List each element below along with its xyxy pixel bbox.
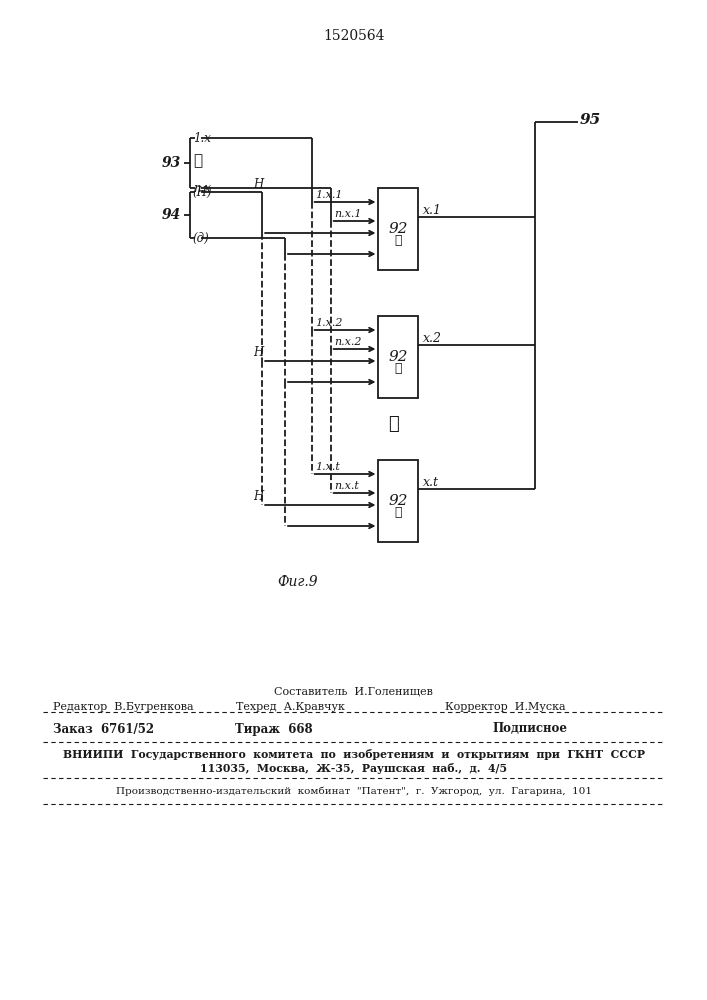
Text: 113035,  Москва,  Ж-35,  Раушская  наб.,  д.  4/5: 113035, Москва, Ж-35, Раушская наб., д. … xyxy=(200,762,507,774)
Text: n.x.2: n.x.2 xyxy=(334,337,362,347)
Text: ⋮: ⋮ xyxy=(388,415,399,433)
Text: ВНИИПИ  Государственного  комитета  по  изобретениям  и  открытиям  при  ГКНТ  С: ВНИИПИ Государственного комитета по изоб… xyxy=(63,748,645,760)
Text: 92: 92 xyxy=(389,494,408,508)
Text: 1.x.t: 1.x.t xyxy=(315,462,340,472)
Text: 92: 92 xyxy=(389,350,408,364)
Text: ⋮: ⋮ xyxy=(395,234,402,247)
Bar xyxy=(378,188,419,270)
Bar xyxy=(378,316,419,398)
Text: 1520564: 1520564 xyxy=(323,29,385,43)
Text: 1.x.1: 1.x.1 xyxy=(315,190,343,200)
Text: H: H xyxy=(252,347,263,360)
Text: Производственно-издательский  комбинат  "Патент",  г.  Ужгород,  ул.  Гагарина, : Производственно-издательский комбинат "П… xyxy=(115,786,592,796)
Text: x.2: x.2 xyxy=(423,332,442,344)
Text: ⋮: ⋮ xyxy=(395,362,402,375)
Text: n.x.1: n.x.1 xyxy=(334,209,362,219)
Text: Фиг.9: Фиг.9 xyxy=(277,575,317,589)
Text: H: H xyxy=(252,490,263,504)
Text: x.t: x.t xyxy=(423,476,439,488)
Text: (Н): (Н) xyxy=(193,186,212,198)
Text: Составитель  И.Голенищев: Составитель И.Голенищев xyxy=(274,687,433,697)
Text: ⋮: ⋮ xyxy=(395,506,402,520)
Bar xyxy=(378,460,419,542)
Text: 94: 94 xyxy=(161,208,180,222)
Text: Тираж  668: Тираж 668 xyxy=(235,722,312,736)
Text: (д): (д) xyxy=(193,232,209,244)
Text: 1.x: 1.x xyxy=(193,131,211,144)
Text: 92: 92 xyxy=(389,222,408,236)
Text: Подписное: Подписное xyxy=(493,722,568,736)
Text: Редактор  В.Бугренкова: Редактор В.Бугренкова xyxy=(53,702,194,712)
Text: Корректор  И.Муска: Корректор И.Муска xyxy=(445,702,566,712)
Text: Техред  А.Кравчук: Техред А.Кравчук xyxy=(235,702,344,712)
Text: n.x.t: n.x.t xyxy=(334,481,359,491)
Text: 93: 93 xyxy=(161,156,180,170)
Text: H: H xyxy=(252,178,263,190)
Text: 1.x.2: 1.x.2 xyxy=(315,318,343,328)
Text: x.1: x.1 xyxy=(423,204,442,217)
Text: n.x: n.x xyxy=(193,182,211,194)
Text: 95: 95 xyxy=(580,113,602,127)
Text: ⋮: ⋮ xyxy=(193,154,202,168)
Text: Заказ  6761/52: Заказ 6761/52 xyxy=(53,722,154,736)
